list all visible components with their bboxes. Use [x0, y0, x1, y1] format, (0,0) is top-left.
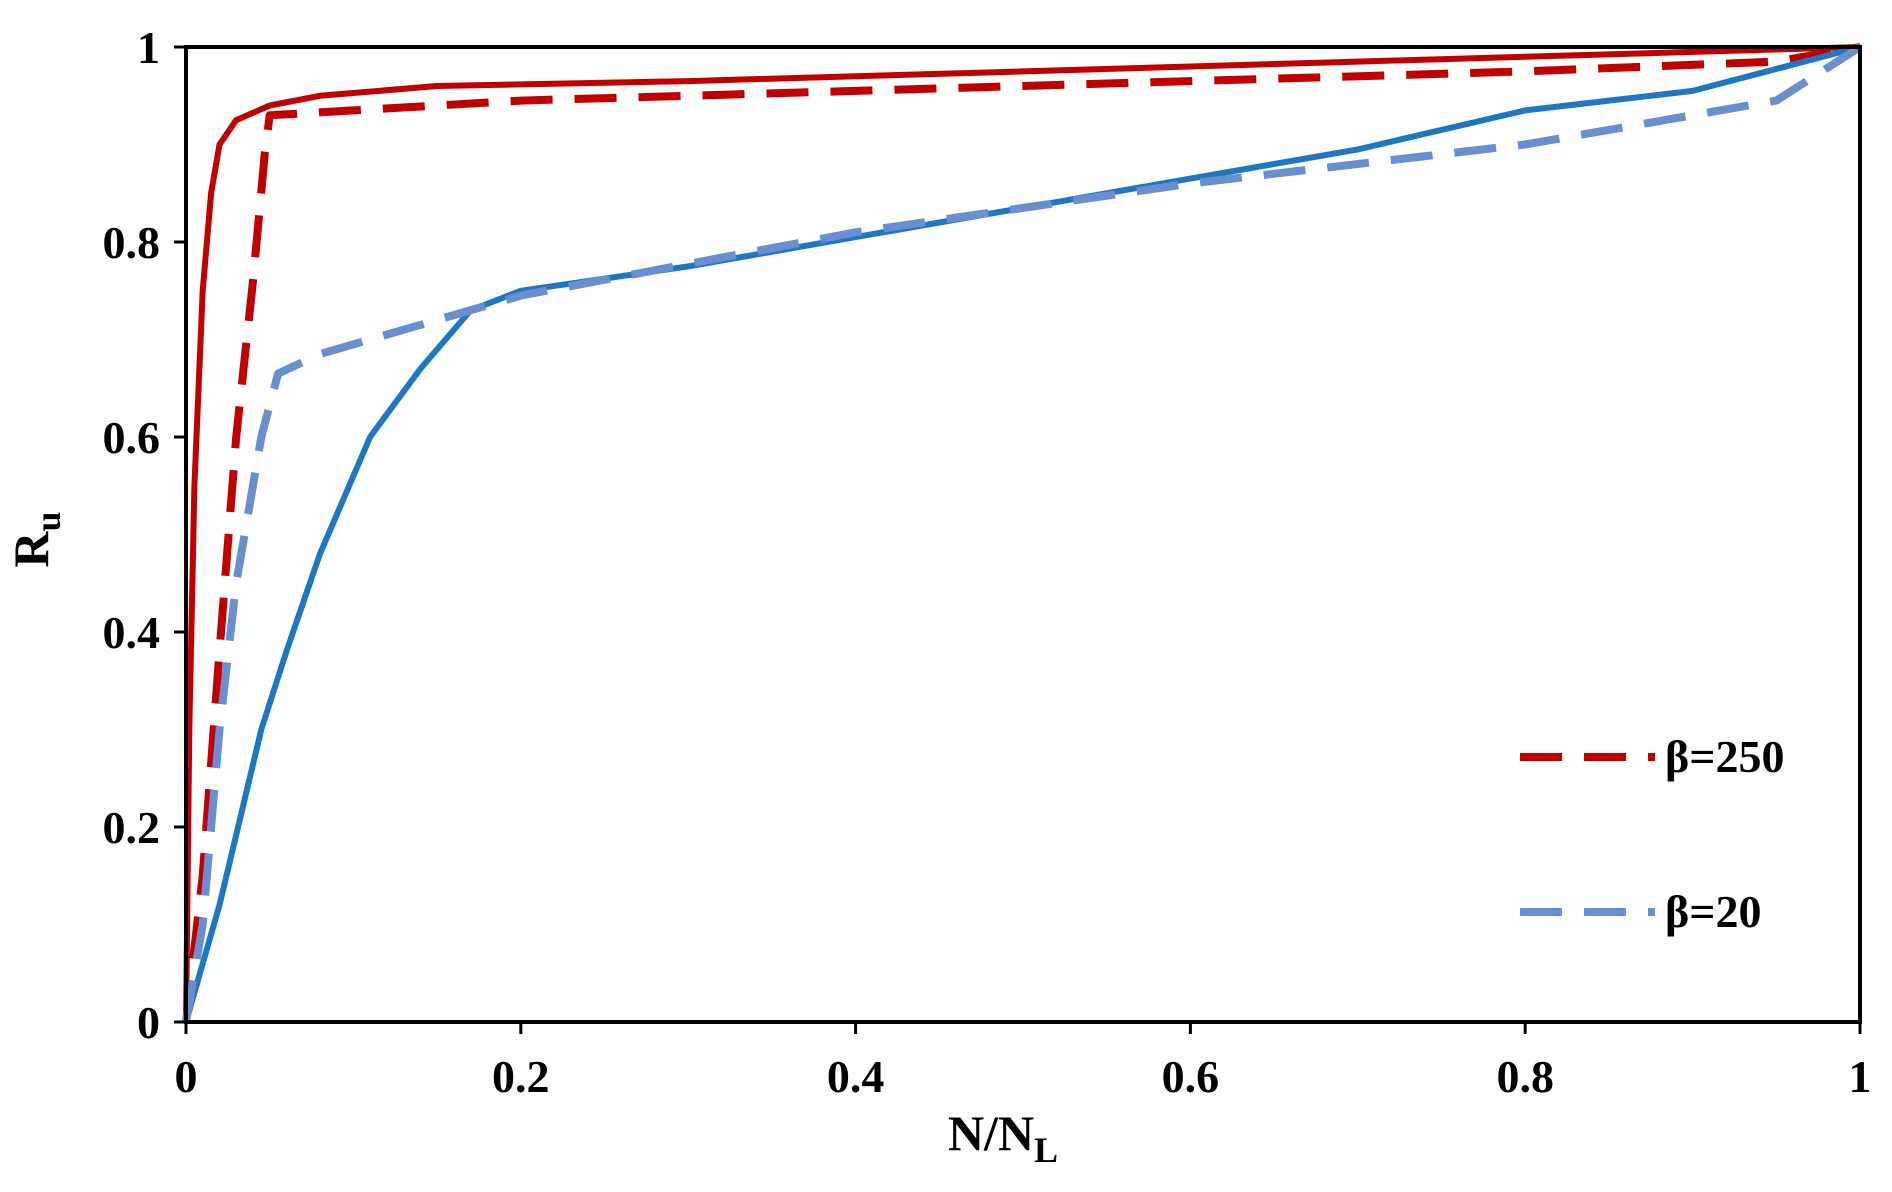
- x-tick-label: 0: [175, 1051, 198, 1102]
- legend-label-red-dashed: β=250: [1665, 731, 1784, 782]
- x-tick-label: 0.6: [1162, 1051, 1220, 1102]
- x-axis-title-sub: L: [1034, 1130, 1058, 1170]
- y-tick-label: 0.4: [103, 607, 161, 658]
- x-tick-label: 0.8: [1496, 1051, 1554, 1102]
- series-line-red-solid: [183, 44, 1861, 1023]
- x-tick-label: 0.2: [492, 1051, 550, 1102]
- series-line-blue-solid: [183, 44, 1861, 1023]
- y-tick-label: 1: [137, 22, 160, 73]
- series-line-blue-dashed: [182, 43, 1863, 1023]
- plot-frame: [184, 45, 1862, 1024]
- x-tick-label: 1: [1849, 1051, 1872, 1102]
- y-axis-title: Ru: [3, 511, 68, 567]
- y-axis-title-main: R: [3, 531, 59, 568]
- x-axis-title-main: N/N: [948, 1105, 1034, 1161]
- x-axis-title: N/NL: [948, 1105, 1058, 1170]
- y-tick-label: 0.2: [103, 802, 161, 853]
- y-tick-label: 0.8: [103, 217, 161, 268]
- legend: β=250 β=20: [1520, 731, 1784, 937]
- ticks-layer: 0 0.2 0.4 0.6 0.8 1 0 0.2 0.4 0.6 0.8 1: [103, 22, 1872, 1102]
- legend-label-blue-dashed: β=20: [1665, 886, 1761, 937]
- series-layer: [182, 43, 1863, 1023]
- x-tick-label: 0.4: [827, 1051, 885, 1102]
- y-axis-title-sub: u: [28, 511, 68, 531]
- y-tick-label: 0: [137, 997, 160, 1048]
- y-tick-label: 0.6: [103, 412, 161, 463]
- series-line-red-dashed: [182, 43, 1861, 1023]
